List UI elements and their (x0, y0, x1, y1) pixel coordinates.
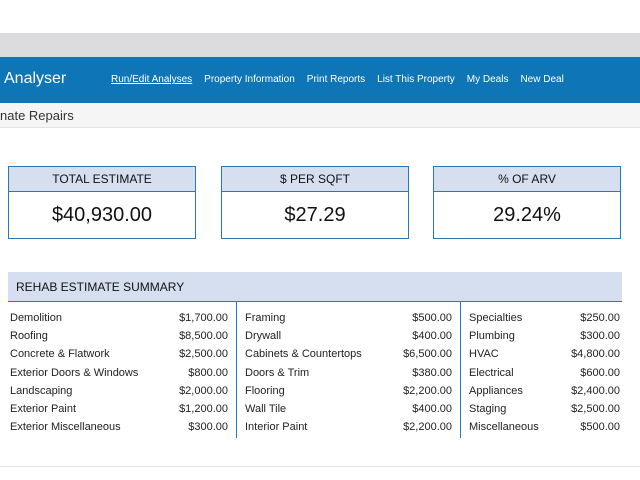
summary-row: Interior Paint $2,200.00 (237, 418, 460, 436)
nav-property-information[interactable]: Property Information (204, 74, 295, 85)
line-item-amount: $300.00 (188, 421, 228, 434)
summary-row: Roofing $8,500.00 (8, 327, 236, 345)
line-item-name: Landscaping (10, 384, 73, 397)
line-item-amount: $500.00 (580, 421, 620, 434)
line-item-name: HVAC (469, 348, 499, 361)
line-item-name: Electrical (469, 366, 514, 379)
card-label: % OF ARV (434, 167, 620, 192)
summary-row: Framing $500.00 (237, 309, 460, 327)
summary-row: HVAC $4,800.00 (461, 345, 622, 363)
nav-list-this-property[interactable]: List This Property (377, 74, 455, 85)
line-item-name: Cabinets & Countertops (245, 348, 362, 361)
summary-row: Flooring $2,200.00 (237, 382, 460, 400)
line-item-name: Staging (469, 402, 507, 415)
summary-title: REHAB ESTIMATE SUMMARY (8, 272, 622, 302)
line-item-name: Drywall (245, 330, 282, 343)
page-title: nate Repairs (0, 108, 74, 123)
nav-links: Run/Edit Analyses Property Information P… (111, 74, 576, 85)
summary-row: Staging $2,500.00 (461, 400, 622, 418)
summary-row: Specialties $250.00 (461, 309, 622, 327)
card-value: $40,930.00 (51, 204, 153, 226)
summary-row: Appliances $2,400.00 (461, 382, 622, 400)
line-item-amount: $400.00 (412, 330, 452, 343)
summary-row: Exterior Miscellaneous $300.00 (8, 418, 236, 436)
line-item-amount: $380.00 (412, 366, 452, 379)
app-brand[interactable]: Analyser (4, 70, 67, 87)
summary-row: Doors & Trim $380.00 (237, 364, 460, 382)
line-item-name: Appliances (469, 384, 523, 397)
line-item-name: Miscellaneous (469, 421, 539, 434)
card-value: 29.24% (493, 204, 561, 226)
line-item-amount: $2,500.00 (571, 402, 620, 415)
line-item-name: Concrete & Flatwork (10, 348, 110, 361)
nav-print-reports[interactable]: Print Reports (306, 74, 366, 85)
line-item-amount: $400.00 (412, 402, 452, 415)
line-item-amount: $600.00 (580, 366, 620, 379)
nav-new-deal[interactable]: New Deal (520, 74, 564, 85)
card-value: $27.29 (284, 204, 346, 226)
line-item-amount: $6,500.00 (403, 348, 452, 361)
line-item-name: Wall Tile (245, 402, 287, 415)
summary-row: Landscaping $2,000.00 (8, 382, 236, 400)
summary-column-exterior: Demolition $1,700.00 Roofing $8,500.00 Concr… (8, 302, 236, 438)
card-label: $ PER SQFT (222, 167, 408, 192)
summary-row: Exterior Paint $1,200.00 (8, 400, 236, 418)
line-item-amount: $500.00 (412, 312, 452, 324)
page-subheader: nate Repairs (0, 103, 640, 128)
nav-run-edit-analyses[interactable]: Run/Edit Analyses (111, 74, 193, 85)
line-item-name: Specialties (469, 312, 523, 324)
summary-columns: Demolition $1,700.00 Roofing $8,500.00 Concr… (8, 302, 622, 438)
top-blank-area (0, 0, 640, 33)
rehab-estimate-summary: REHAB ESTIMATE SUMMARY Demolition $1,700.… (8, 272, 622, 438)
line-item-amount: $250.00 (580, 312, 620, 324)
line-item-name: Flooring (245, 384, 285, 397)
top-navbar: Analyser Run/Edit Analyses Property Info… (0, 57, 640, 103)
card-label: TOTAL ESTIMATE (9, 167, 195, 192)
summary-row: Demolition $1,700.00 (8, 309, 236, 327)
line-item-amount: $1,200.00 (179, 402, 228, 415)
summary-row: Miscellaneous $500.00 (461, 418, 622, 436)
line-item-amount: $2,400.00 (571, 384, 620, 397)
browser-chrome-bar (0, 33, 640, 57)
footer-divider (0, 466, 640, 467)
line-item-amount: $4,800.00 (571, 348, 620, 361)
summary-column-interior: Framing $500.00 Drywall $400.00 Cabinets & C… (236, 302, 460, 438)
line-item-name: Exterior Miscellaneous (10, 421, 121, 434)
line-item-amount: $1,700.00 (179, 312, 228, 324)
line-item-amount: $2,000.00 (179, 384, 228, 397)
summary-row: Concrete & Flatwork $2,500.00 (8, 345, 236, 363)
line-item-name: Plumbing (469, 330, 515, 343)
line-item-name: Exterior Paint (10, 402, 77, 415)
summary-column-systems: Specialties $250.00 Plumbing $300.00 HVAC $4,… (460, 302, 622, 438)
percent-arv-card: % OF ARV 29.24% (433, 166, 621, 239)
line-item-name: Roofing (10, 330, 48, 343)
summary-row: Exterior Doors & Windows $800.00 (8, 364, 236, 382)
line-item-amount: $8,500.00 (179, 330, 228, 343)
line-item-name: Framing (245, 312, 286, 324)
line-item-name: Doors & Trim (245, 366, 310, 379)
nav-my-deals[interactable]: My Deals (466, 74, 509, 85)
line-item-amount: $300.00 (580, 330, 620, 343)
line-item-amount: $800.00 (188, 366, 228, 379)
line-item-amount: $2,200.00 (403, 421, 452, 434)
summary-row: Electrical $600.00 (461, 364, 622, 382)
total-estimate-card: TOTAL ESTIMATE $40,930.00 (8, 166, 196, 239)
summary-row: Drywall $400.00 (237, 327, 460, 345)
line-item-amount: $2,200.00 (403, 384, 452, 397)
line-item-name: Exterior Doors & Windows (10, 366, 139, 379)
summary-row: Wall Tile $400.00 (237, 400, 460, 418)
summary-row: Cabinets & Countertops $6,500.00 (237, 345, 460, 363)
line-item-name: Interior Paint (245, 421, 308, 434)
line-item-name: Demolition (10, 312, 62, 324)
summary-row: Plumbing $300.00 (461, 327, 622, 345)
per-sqft-card: $ PER SQFT $27.29 (221, 166, 409, 239)
line-item-amount: $2,500.00 (179, 348, 228, 361)
